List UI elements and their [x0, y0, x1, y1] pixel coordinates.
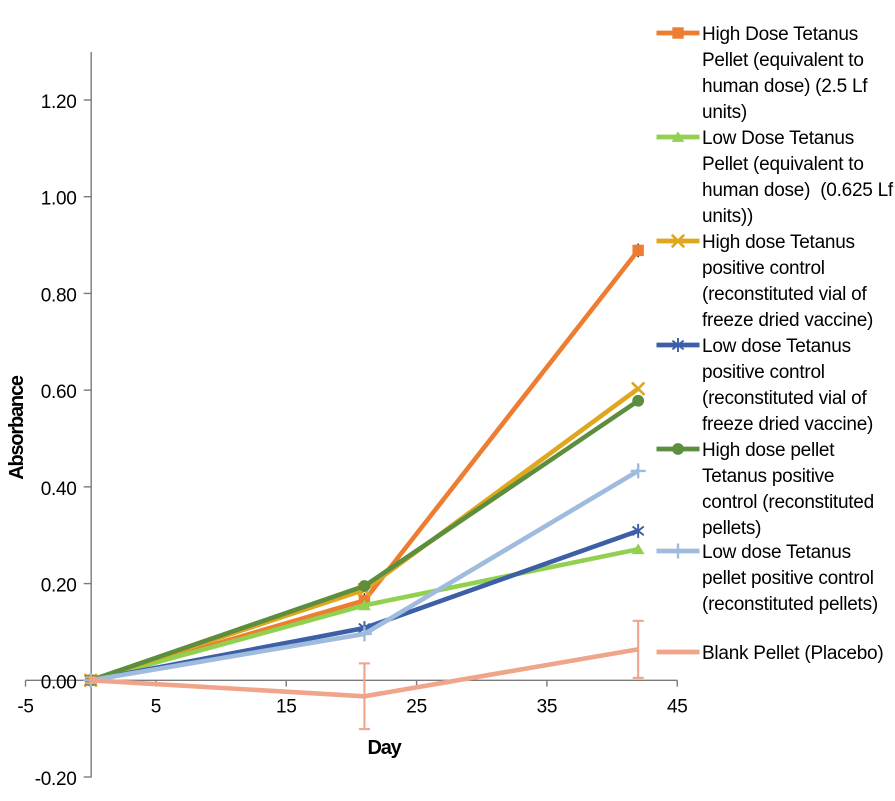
error-bar: [358, 662, 370, 731]
y-axis-title: Absorbance: [6, 375, 28, 480]
series-4: [84, 394, 645, 687]
legend-label: Blank Pellet (Placebo): [702, 643, 884, 664]
triangle-marker-shape: [358, 599, 371, 611]
data-point-marker: [356, 626, 372, 642]
legend-label-line: control (reconstituted: [702, 492, 874, 513]
circle-marker-shape: [672, 443, 684, 455]
axes: -0.20 0.00 0.20 0.40 0.60 0.80 1.00 1.20 -5 5 15 25…: [6, 52, 688, 790]
x-tick-label: 15: [276, 697, 297, 718]
plus-marker-shape: [670, 543, 686, 559]
data-point-marker: [358, 599, 371, 611]
legend-marker: [671, 234, 685, 248]
legend-marker: [672, 27, 684, 39]
plus-marker-shape: [356, 626, 372, 642]
legend-entry-3: Low dose Tetanus positive control (reconst…: [656, 336, 873, 435]
x-marker-shape: [671, 234, 685, 248]
triangle-marker-shape: [671, 131, 685, 142]
legend-marker: [672, 443, 684, 455]
data-point-marker: [631, 523, 645, 538]
data-point-marker: [630, 463, 646, 479]
data-point-marker: [358, 580, 371, 592]
x-marker-shape: [631, 381, 645, 396]
star-marker-shape: [671, 338, 685, 352]
legend-entry-5: Low dose Tetanus pellet positive control (…: [656, 542, 878, 615]
legend-label: Low dose Tetanus positive control (reconst…: [702, 336, 873, 435]
legend-label-line: Pellet (equivalent to: [702, 50, 864, 71]
legend-label-line: Pellet (equivalent to: [702, 154, 864, 175]
legend-label-line: freeze dried vaccine): [702, 310, 873, 331]
triangle-marker-shape: [631, 543, 645, 555]
star-marker-shape: [631, 523, 645, 538]
legend-label-line: units)): [702, 206, 753, 227]
legend-label-line: pellet positive control: [702, 568, 874, 589]
x-tick-label: 35: [537, 697, 558, 718]
data-point-marker: [632, 394, 645, 407]
legend-label-line: human dose) (0.625 Lf: [702, 180, 894, 201]
legend-label-line: human dose) (2.5 Lf: [702, 76, 868, 97]
legend-label-line: Blank Pellet (Placebo): [702, 643, 883, 664]
legend-label-line: Low dose Tetanus: [702, 336, 851, 357]
legend-label-line: Tetanus positive: [702, 466, 834, 487]
x-tick-label: 25: [406, 697, 427, 718]
legend-label: High dose Tetanus positive control (recons…: [702, 232, 873, 331]
legend-label-line: positive control: [702, 362, 825, 383]
x-tick-label: 5: [151, 697, 161, 718]
legend-label-line: (reconstituted pellets): [702, 594, 878, 615]
legend: High Dose Tetanus Pellet (equivalent to hu…: [656, 24, 894, 664]
series-6: [85, 619, 644, 731]
legend-entry-6: Blank Pellet (Placebo): [656, 643, 884, 664]
error-bar: [85, 676, 97, 685]
y-tick-label: 0.40: [41, 479, 77, 500]
legend-entry-4: High dose pellet Tetanus positive control …: [656, 440, 874, 539]
legend-label-line: High dose Tetanus: [702, 232, 855, 253]
data-point-marker: [632, 244, 644, 257]
legend-entry-0: High Dose Tetanus Pellet (equivalent to hu…: [656, 24, 869, 123]
circle-marker-shape: [632, 394, 645, 407]
data-point-marker: [631, 381, 645, 396]
circle-marker-shape: [358, 580, 371, 592]
series-line: [90, 546, 639, 683]
y-tick-label: 0.80: [41, 285, 77, 306]
error-bar: [632, 619, 644, 679]
legend-label-line: Low Dose Tetanus: [702, 128, 854, 149]
legend-entry-1: Low Dose Tetanus Pellet (equivalent to hum…: [656, 128, 894, 227]
series-line: [90, 248, 640, 683]
y-tick-label: 0.00: [41, 672, 77, 693]
legend-entry-2: High dose Tetanus positive control (recons…: [656, 232, 873, 331]
legend-label-line: units): [702, 102, 747, 123]
legend-label-line: Low dose Tetanus: [702, 542, 851, 563]
legend-label-line: High dose pellet: [702, 440, 835, 461]
square-marker-shape: [672, 27, 684, 39]
legend-label-line: High Dose Tetanus: [702, 24, 858, 45]
legend-label-line: (reconstituted vial of: [702, 388, 867, 409]
plus-marker-shape: [630, 463, 646, 479]
legend-label: High dose pellet Tetanus positive control …: [702, 440, 874, 539]
square-marker-shape: [632, 244, 644, 257]
legend-marker: [671, 131, 685, 142]
x-tick-label: 45: [667, 697, 688, 718]
series-line: [90, 468, 640, 683]
legend-label: Low dose Tetanus pellet positive control (…: [702, 542, 878, 615]
y-tick-label: -0.20: [35, 769, 77, 790]
y-tick-label: 0.60: [41, 382, 77, 403]
data-series: [83, 243, 646, 731]
x-tick-label: -5: [17, 697, 33, 718]
legend-marker: [670, 543, 686, 559]
data-point-marker: [631, 543, 645, 555]
legend-marker: [671, 338, 685, 352]
legend-label: High Dose Tetanus Pellet (equivalent to hu…: [702, 24, 869, 123]
y-tick-label: 1.00: [41, 189, 77, 210]
y-tick-label: 1.20: [41, 92, 77, 113]
series-0: [85, 243, 644, 688]
legend-label-line: freeze dried vaccine): [702, 414, 873, 435]
legend-label-line: pellets): [702, 518, 761, 539]
legend-label: Low Dose Tetanus Pellet (equivalent to hum…: [702, 128, 894, 227]
x-axis-title: Day: [367, 737, 402, 759]
legend-label-line: (reconstituted vial of: [702, 284, 867, 305]
legend-label-line: positive control: [702, 258, 825, 279]
y-tick-label: 0.20: [41, 576, 77, 597]
